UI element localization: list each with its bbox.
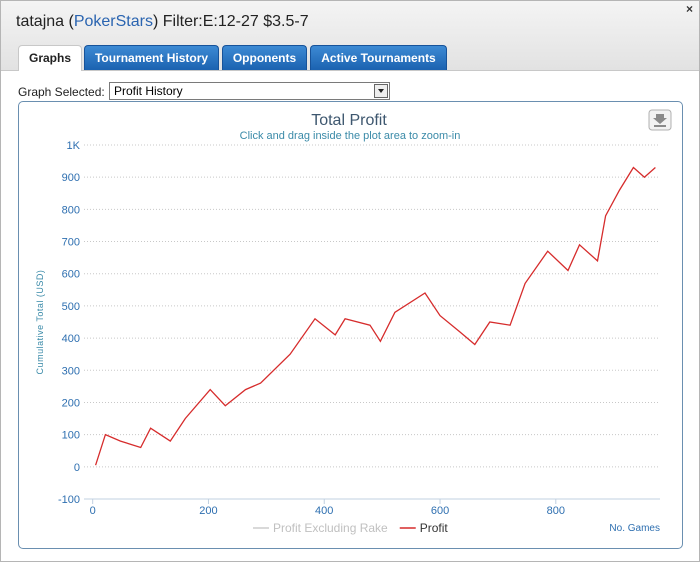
y-axis-label: Cumulative Total (USD) <box>35 270 45 375</box>
profit-line <box>94 166 656 466</box>
y-tick-label: 800 <box>62 204 80 216</box>
arrow-icon <box>378 89 384 93</box>
chart-box <box>18 101 683 549</box>
user: tatajna <box>16 13 65 30</box>
x-tick-label: 400 <box>315 505 333 517</box>
y-tick-label: -100 <box>58 494 80 506</box>
tab[interactable]: Graphs <box>18 45 82 71</box>
select-value: Profit History <box>114 84 183 98</box>
y-tick-label: 100 <box>62 430 80 442</box>
tab[interactable]: Opponents <box>222 45 307 70</box>
y-tick-label: 600 <box>62 269 80 281</box>
tab[interactable]: Active Tournaments <box>310 45 447 70</box>
site[interactable]: PokerStars <box>73 13 153 30</box>
bracket: ) <box>152 13 159 30</box>
y-tick-label: 400 <box>62 333 80 345</box>
download-button[interactable] <box>648 109 672 131</box>
x-tick-label: 800 <box>547 505 565 517</box>
y-tick-label: 700 <box>62 237 80 249</box>
y-tick-label: 300 <box>62 365 80 377</box>
bracket: ( <box>68 13 74 30</box>
legend-item[interactable]: Profit Excluding Rake <box>253 521 388 535</box>
y-tick-label: 0 <box>74 462 80 474</box>
filter: Filter:E:12-27 $3.5-7 <box>162 13 309 30</box>
selector-label: Graph Selected: <box>18 85 105 99</box>
tab[interactable]: Tournament History <box>84 45 219 70</box>
y-tick-label: 1K <box>67 140 81 152</box>
close-button[interactable]: × <box>685 2 693 16</box>
chart-title: Total Profit <box>311 112 387 129</box>
y-tick-label: 900 <box>62 172 80 184</box>
y-tick-label: 500 <box>62 301 80 313</box>
select-arrow[interactable] <box>374 84 388 98</box>
x-axis-label: No. Games <box>609 523 660 534</box>
legend-label: Profit <box>420 521 449 535</box>
legend-label: Profit Excluding Rake <box>273 521 388 535</box>
y-tick-label: 200 <box>62 397 80 409</box>
x-tick-label: 200 <box>199 505 217 517</box>
legend-item[interactable]: Profit <box>399 521 449 535</box>
x-tick-label: 600 <box>431 505 449 517</box>
header-title: tatajna (PokerStars) Filter:E:12-27 $3.5… <box>16 13 309 31</box>
x-tick-label: 0 <box>90 505 96 517</box>
chart-subtitle: Click and drag inside the plot area to z… <box>240 130 461 142</box>
graph-select[interactable]: Profit History <box>109 82 390 100</box>
